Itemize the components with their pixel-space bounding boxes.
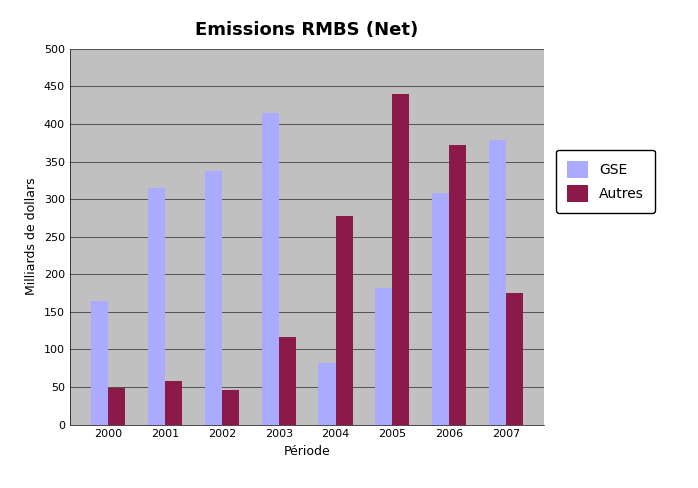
Bar xyxy=(222,390,239,425)
Bar xyxy=(318,363,336,425)
Title: Emissions RMBS (Net): Emissions RMBS (Net) xyxy=(195,21,419,39)
Bar xyxy=(489,141,506,425)
Bar xyxy=(165,381,182,425)
Bar xyxy=(376,288,392,425)
Bar xyxy=(148,188,165,425)
Y-axis label: Milliards de dollars: Milliards de dollars xyxy=(25,178,38,296)
Legend: GSE, Autres: GSE, Autres xyxy=(556,150,655,213)
Bar xyxy=(432,193,449,425)
Bar xyxy=(91,301,108,425)
Bar xyxy=(108,388,126,425)
Bar xyxy=(449,145,466,425)
Bar xyxy=(392,94,409,425)
Bar xyxy=(279,337,296,425)
Bar xyxy=(205,171,222,425)
Bar xyxy=(336,216,352,425)
X-axis label: Période: Période xyxy=(284,445,330,458)
Bar xyxy=(506,293,523,425)
Bar xyxy=(262,113,279,425)
